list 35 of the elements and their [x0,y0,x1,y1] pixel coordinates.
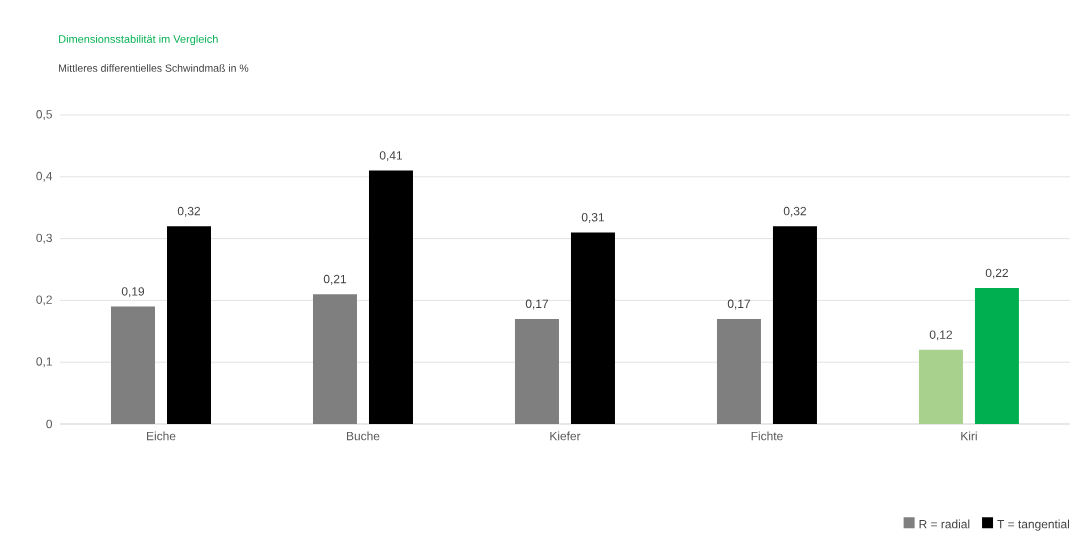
data-label: 0,17 [525,299,548,310]
y-tick-label: 0,1 [36,357,52,368]
x-tick-label: Buche [347,431,380,441]
bar [570,232,615,424]
data-label: 0,32 [177,206,201,217]
bar [918,349,963,424]
bar [974,288,1019,424]
x-tick-label: Eiche [147,431,176,441]
legend-label: T = tangential [997,519,1069,531]
chart-title: Dimensionsstabilität im Vergleich [59,34,218,46]
data-label: 0,17 [727,299,750,310]
bar [368,170,413,424]
x-tick-label: Kiefer [550,431,581,441]
data-label: 0,21 [323,274,347,285]
bar [111,306,155,424]
y-tick-label: 0 [46,419,53,429]
y-tick-label: 0,4 [36,171,53,182]
bar [716,318,761,424]
y-tick-label: 0,5 [36,110,52,120]
data-label: 0,32 [783,206,806,217]
chart-subtitle: Mittleres differentielles Schwindmaß in % [59,64,249,72]
data-label: 0,12 [929,330,952,341]
bar [312,294,357,424]
data-label: 0,19 [121,287,145,298]
y-tick-label: 0,2 [36,295,52,306]
data-label: 0,22 [985,268,1008,279]
legend-label: R = radial [919,519,970,529]
data-label: 0,31 [581,213,605,223]
y-tick-label: 0,3 [36,233,52,244]
data-label: 0,41 [379,151,403,162]
x-tick-label: Fichte [751,431,783,441]
bar [772,226,817,424]
bar [167,226,211,424]
bar [514,318,559,424]
x-tick-label: Kiri [961,431,977,441]
